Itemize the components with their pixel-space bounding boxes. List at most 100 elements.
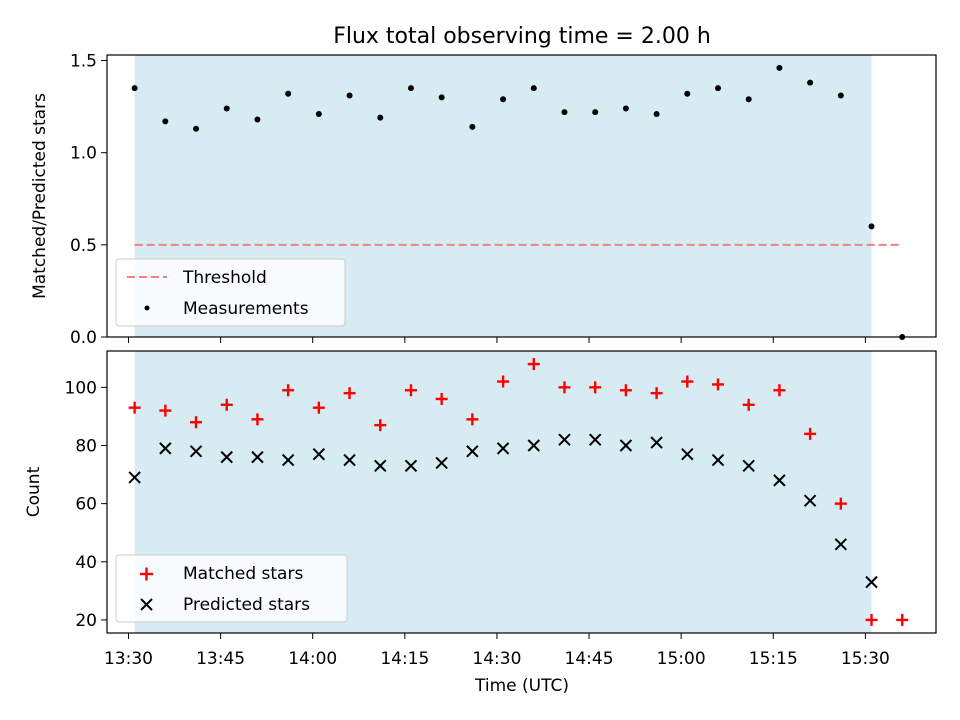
measurement-point [561,109,568,116]
predicted-stars-point [588,433,602,446]
xtick-label: 14:15 [380,649,429,669]
measurement-point [162,118,169,125]
measurement-point [193,125,200,132]
measurement-point [653,110,660,117]
matched-stars-point [527,358,540,371]
xtick-label: 15:15 [749,649,798,669]
xtick-label: 14:30 [472,649,521,669]
bottom-ytick-label: 80 [75,436,97,456]
xtick-label: 14:00 [288,649,337,669]
matched-stars-point [282,384,295,397]
measurement-point [377,114,384,121]
top-ytick-label: 1.0 [70,144,97,164]
measurement-point [315,110,322,117]
x-axis-label: Time (UTC) [474,676,569,696]
matched-stars-point [128,401,141,414]
xtick-label: 13:45 [196,649,245,669]
measurement-point [837,92,844,99]
matched-stars-point [374,419,387,432]
predicted-stars-point [312,447,326,461]
predicted-stars-point [251,450,264,464]
bottom-ytick-label: 40 [75,553,97,573]
xtick-label: 14:45 [565,649,614,669]
bottom-plot-frame [106,350,937,634]
legend-predicted-swatch [140,598,153,611]
measurement-point [469,123,476,130]
matched-stars-point [773,384,786,397]
legend-measurements-swatch [144,305,150,311]
measurement-point [868,223,875,230]
measurement-point [592,109,599,116]
matched-stars-point [650,387,663,400]
predicted-stars-point [527,439,540,452]
predicted-stars-point [159,442,172,455]
legend-matched-label: Matched stars [183,564,303,584]
chart-title: Flux total observing time = 2.00 h [333,24,711,49]
matched-stars-point [589,381,602,394]
matched-stars-point [834,497,847,510]
predicted-stars-point [281,453,295,467]
predicted-stars-point [220,450,233,464]
predicted-stars-point [374,459,387,473]
bottom-legend: Matched stars Predicted stars [115,554,348,623]
matched-stars-point [896,613,909,626]
predicted-stars-point [404,459,418,473]
xtick-label: 15:00 [657,649,706,669]
legend-measurements-label: Measurements [183,299,309,319]
top-ytick-label: 0.0 [70,328,97,348]
matched-stars-point [712,378,725,391]
top-plot-frame [106,54,937,338]
measurement-point [530,85,537,92]
matched-stars-point [497,375,510,388]
top-legend: Threshold Measurements [115,258,346,327]
predicted-stars-point [189,445,203,458]
matched-stars-point [343,387,356,400]
xtick-label: 15:30 [841,649,890,669]
bottom-ytick-label: 100 [65,378,97,398]
matched-stars-point [312,401,325,414]
predicted-stars-point [865,575,878,589]
matched-stars-point [804,427,817,440]
matched-stars-point [466,413,479,426]
predicted-stars-point [834,538,848,551]
measurement-point [285,90,292,97]
predicted-stars-point [681,447,694,461]
measurement-point [223,105,230,112]
measurement-point [807,79,814,86]
measurement-point [500,96,507,103]
matched-stars-point [681,375,694,388]
matched-stars-point [435,392,448,405]
bottom-ytick-label: 60 [75,495,97,515]
top-ytick-label: 1.5 [70,52,97,72]
matched-stars-point [558,381,571,394]
predicted-stars-point [435,456,448,470]
measurement-point [131,85,138,92]
predicted-stars-point [343,453,356,467]
top-ylabel: Matched/Predicted stars [30,93,50,299]
top-panel: Matched/Predicted stars Threshold Measur… [30,54,937,340]
predicted-stars-point [496,442,510,455]
predicted-stars-point [650,436,663,449]
matched-stars-point [220,398,233,411]
measurement-point [346,92,353,99]
matched-stars-point [865,613,878,626]
measurement-point [745,96,752,103]
measurement-point [438,94,445,101]
matched-stars-point [619,384,632,397]
measurement-point [407,85,414,92]
measurement-point [254,116,261,123]
bottom-panel: Count Matched stars Predicted stars [24,350,937,634]
top-ytick-label: 0.5 [70,236,97,256]
matched-stars-point [404,384,417,397]
measurement-point [684,90,691,97]
xtick-label: 13:30 [104,649,153,669]
bottom-ytick-label: 20 [75,611,97,631]
matched-stars-point [251,413,264,426]
measurement-point [776,64,783,71]
predicted-stars-point [128,471,141,484]
measurement-point [715,85,722,92]
matched-stars-point [159,404,172,417]
legend-threshold-label: Threshold [182,268,267,288]
legend-predicted-label: Predicted stars [183,595,310,615]
